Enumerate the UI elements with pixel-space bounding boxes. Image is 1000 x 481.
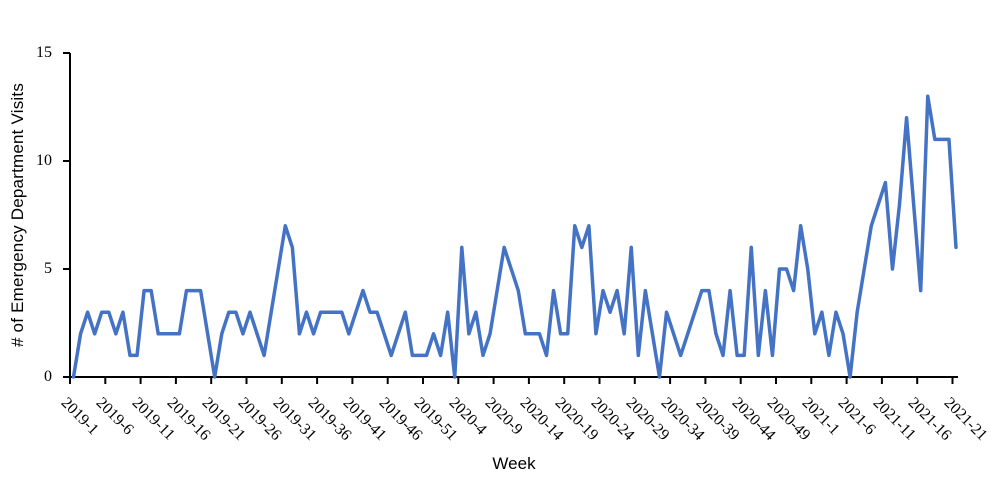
x-axis-title: Week (492, 454, 536, 473)
y-tick-label: 10 (36, 152, 52, 169)
y-axis-title: # of Emergency Department Visits (8, 82, 27, 348)
y-tick-label: 15 (36, 44, 52, 61)
y-tick-label: 5 (44, 260, 52, 277)
data-series-line (71, 94, 958, 379)
y-tick-label: 0 (44, 368, 52, 385)
